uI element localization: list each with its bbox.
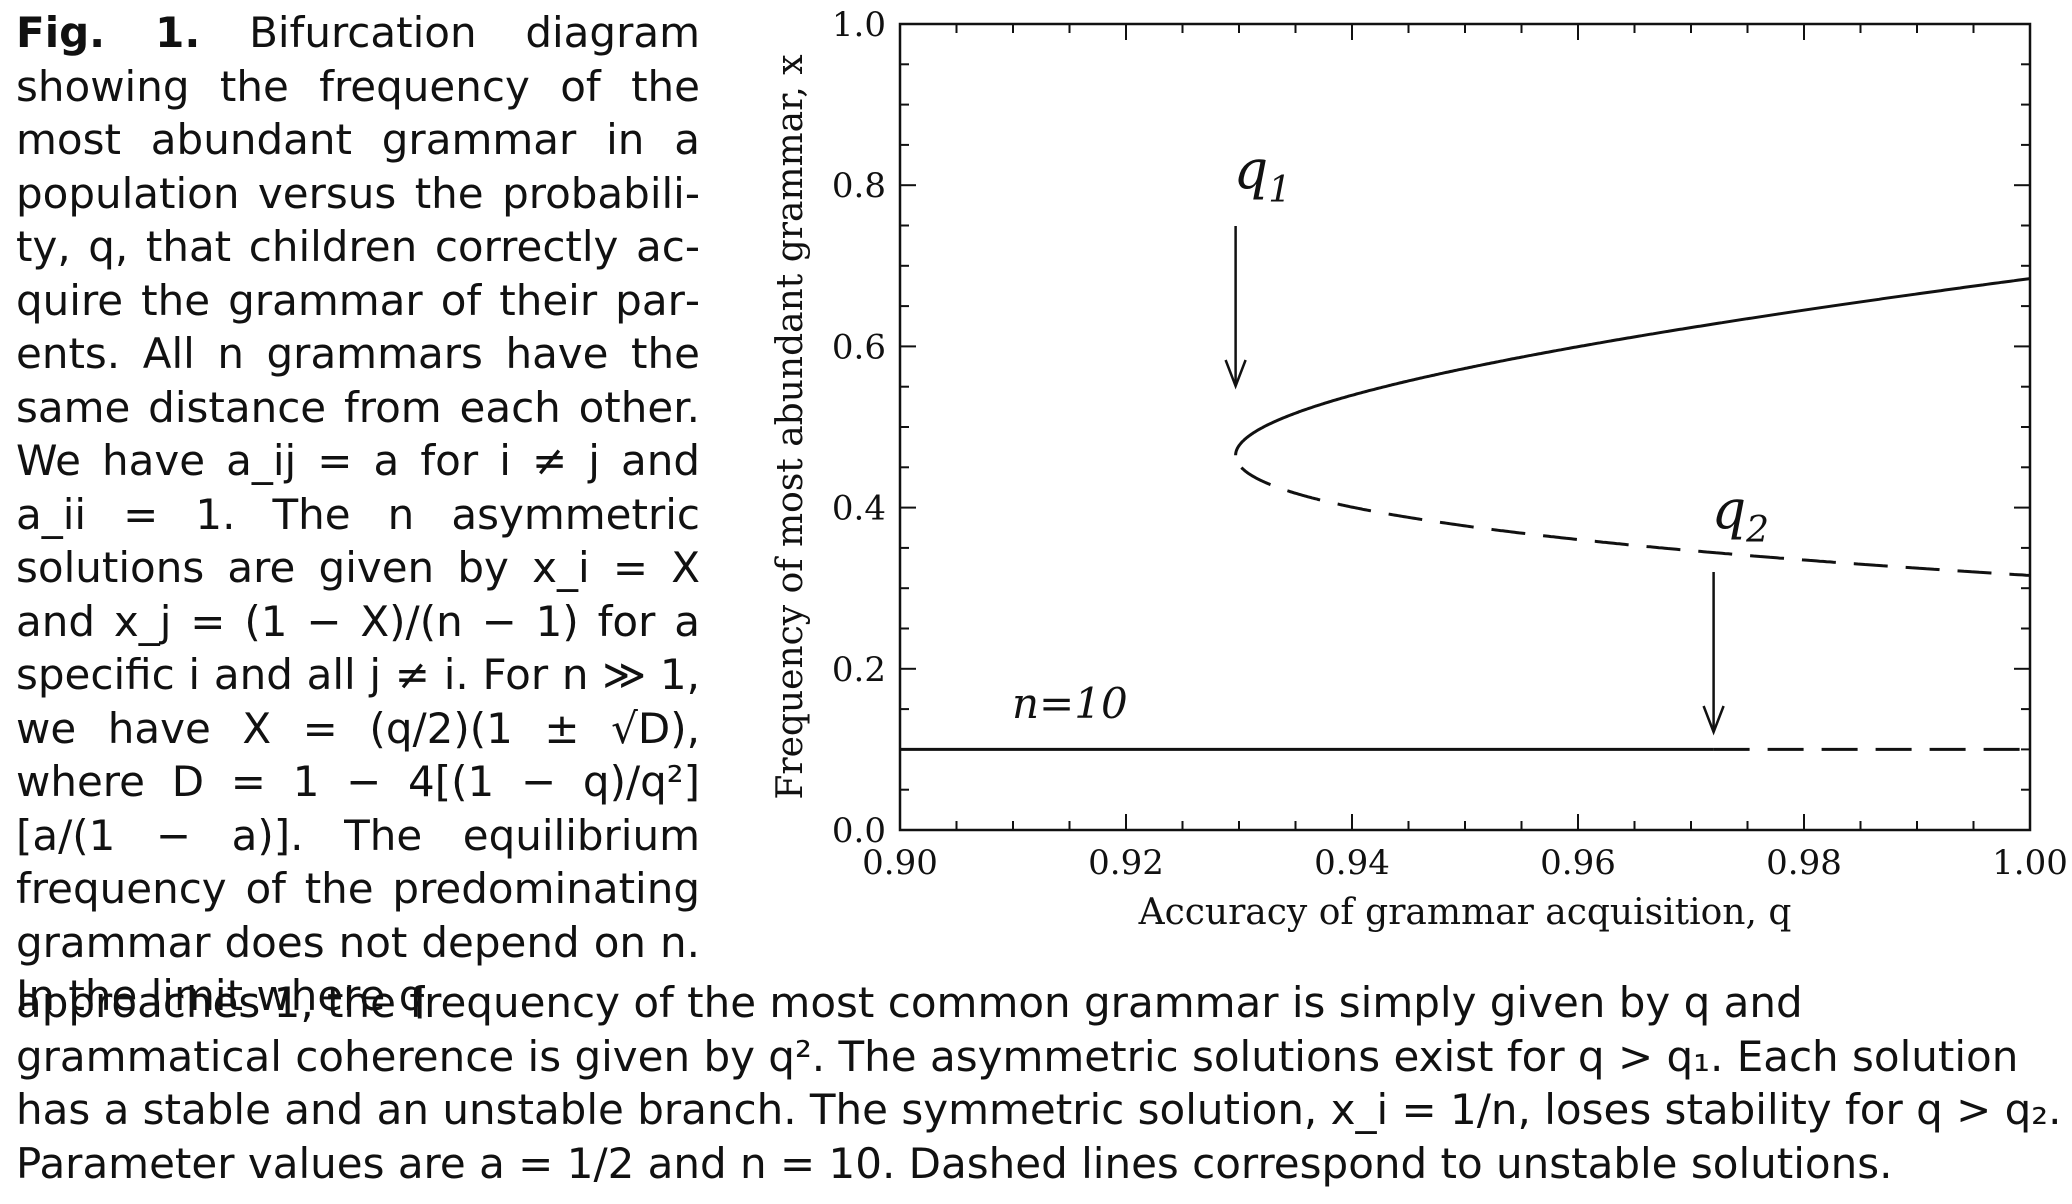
figure-caption-side: Fig. 1. Bifurcation diagram showing the … <box>16 6 700 1023</box>
asymmetric-stable-branch <box>1234 277 2031 456</box>
q2-symbol: q <box>1712 478 1747 541</box>
y-tick-label: 0.6 <box>832 327 886 367</box>
q2-label: q2 <box>1712 478 1769 551</box>
plot-ticks <box>899 23 2031 831</box>
x-tick-label: 1.00 <box>1992 843 2068 883</box>
y-axis-label: Frequency of most abundant grammar, x <box>770 54 811 799</box>
figure-label: Fig. 1. <box>16 8 201 57</box>
x-tick-label: 0.94 <box>1314 843 1390 883</box>
caption-bottom-text: approaches 1, the frequency of the most … <box>16 978 2062 1188</box>
bifurcation-figure: 0.90 0.92 0.94 0.96 0.98 1.00 0.0 0.2 0.4 0.6 0.8 1… <box>740 0 2072 940</box>
y-tick-label: 0.4 <box>832 489 886 529</box>
x-axis-label: Accuracy of grammar acquisition, q <box>1138 892 1792 933</box>
x-tick-label: 0.96 <box>1540 843 1616 883</box>
y-tick-label: 0.2 <box>832 650 886 690</box>
caption-side-text: Bifurcation diagram showing the frequenc… <box>16 8 700 1020</box>
q1-label: q1 <box>1234 138 1291 211</box>
y-tick-label: 0.0 <box>832 811 886 851</box>
n-label: n=10 <box>1012 679 1128 728</box>
plot-curves <box>900 277 2031 751</box>
x-tick-label: 0.90 <box>862 843 938 883</box>
q2-arrow-head <box>1702 705 1725 736</box>
y-tick-label: 1.0 <box>832 5 886 45</box>
q1-subscript: 1 <box>1268 170 1291 211</box>
bifurcation-chart: 0.90 0.92 0.94 0.96 0.98 1.00 0.0 0.2 0.4 0.6 0.8 1… <box>770 5 2068 933</box>
figure-caption-bottom: approaches 1, the frequency of the most … <box>16 976 2066 1190</box>
x-tick-label: 0.92 <box>1088 843 1164 883</box>
plot-labels: 0.90 0.92 0.94 0.96 0.98 1.00 0.0 0.2 0.4 0.6 0.8 1… <box>770 5 2068 933</box>
y-tick-label: 0.8 <box>832 166 886 206</box>
x-tick-label: 0.98 <box>1766 843 1842 883</box>
asymmetric-unstable-branch <box>1234 455 2031 577</box>
q1-arrow-head <box>1224 359 1247 390</box>
q1-symbol: q <box>1234 138 1269 201</box>
q2-subscript: 2 <box>1745 510 1769 551</box>
